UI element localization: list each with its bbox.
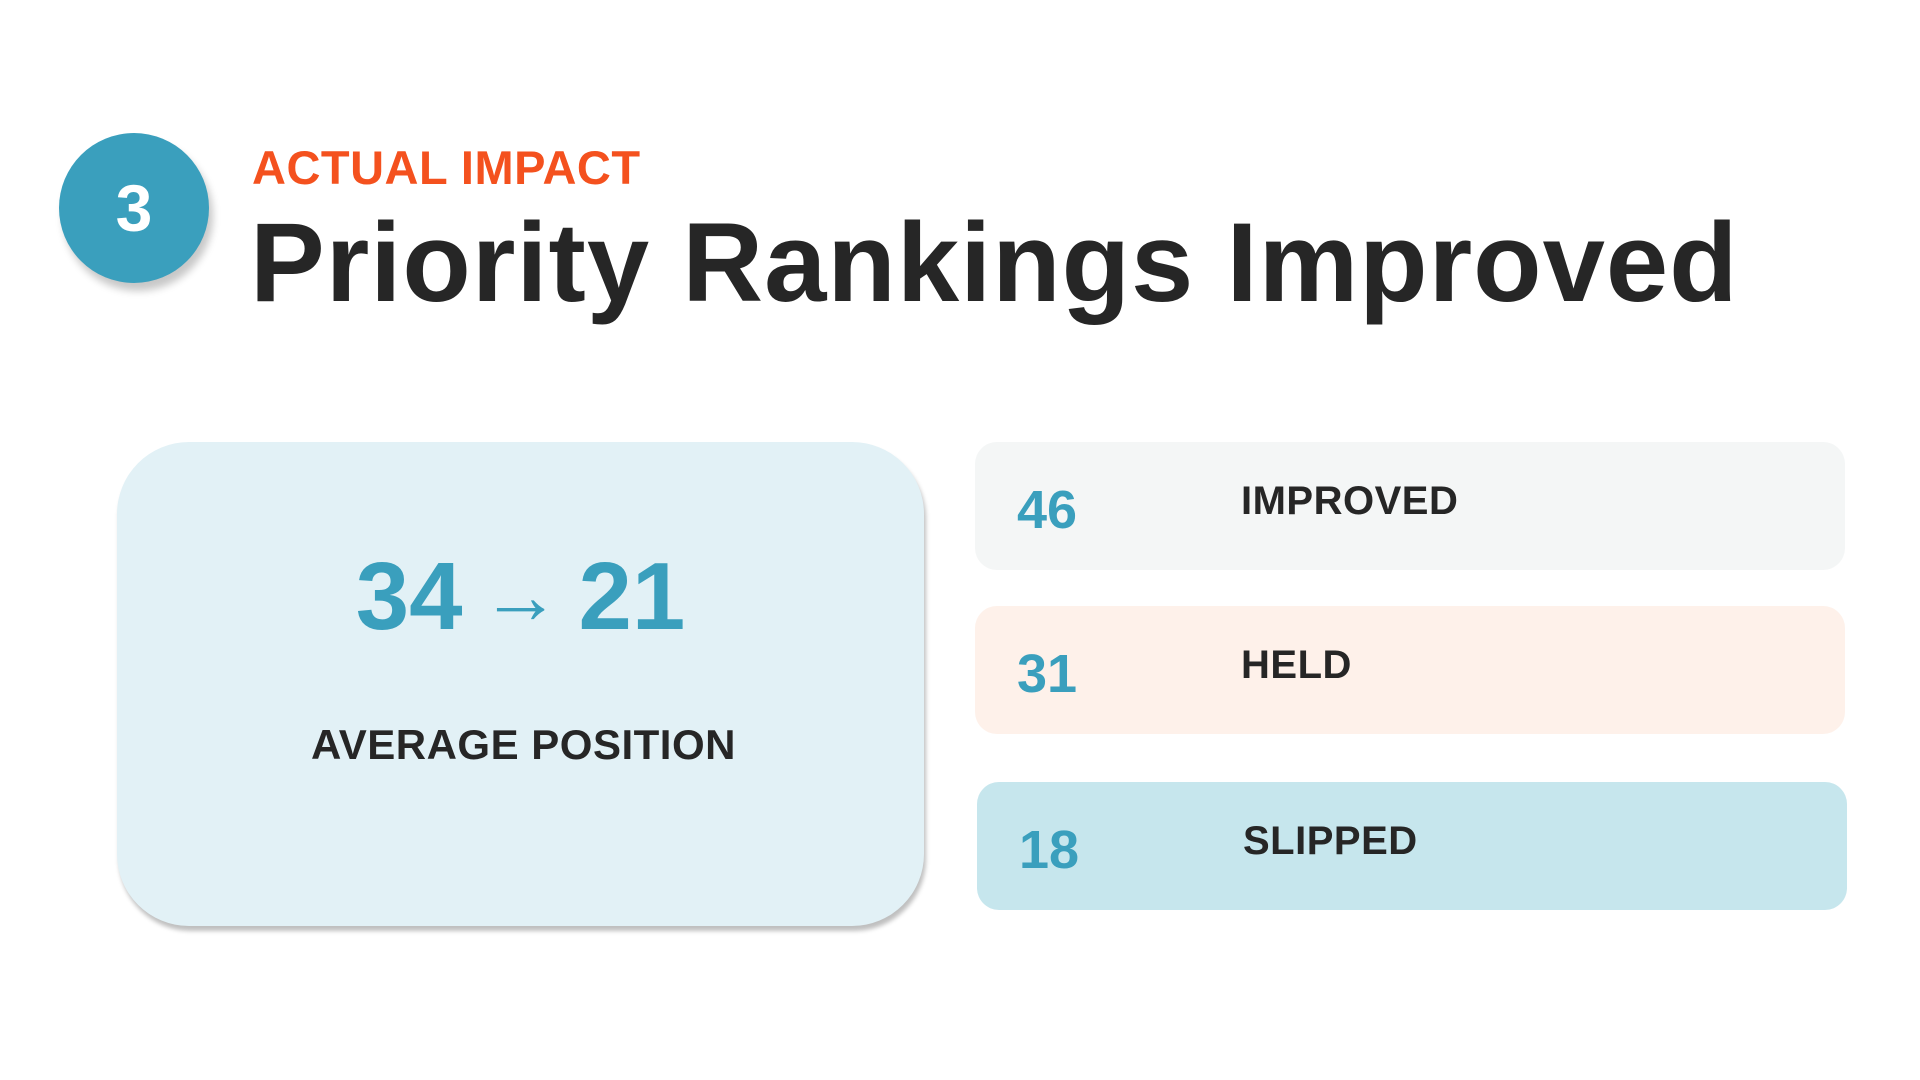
average-position-card: 34 → 21 AVERAGE POSITION [117, 442, 924, 926]
stat-value: 46 [1017, 480, 1078, 540]
average-position-change: 34 → 21 [117, 542, 924, 657]
average-position-from: 34 [355, 543, 463, 650]
page-title: Priority Rankings Improved [250, 200, 1739, 325]
section-eyebrow: ACTUAL IMPACT [252, 141, 641, 194]
stat-row-improved: 46 IMPROVED [975, 442, 1845, 570]
stat-value: 31 [1017, 644, 1078, 704]
average-position-to: 21 [578, 543, 686, 650]
step-number: 3 [115, 171, 153, 245]
average-position-label: AVERAGE POSITION [311, 721, 736, 768]
stat-row-held: 31 HELD [975, 606, 1845, 734]
stat-label: SLIPPED [1243, 819, 1418, 863]
stat-label: IMPROVED [1241, 479, 1459, 523]
right-arrow-icon: → [480, 551, 561, 640]
stat-row-slipped: 18 SLIPPED [977, 782, 1847, 910]
stat-value: 18 [1019, 820, 1080, 880]
step-number-badge: 3 [59, 133, 209, 283]
stat-label: HELD [1241, 643, 1352, 687]
